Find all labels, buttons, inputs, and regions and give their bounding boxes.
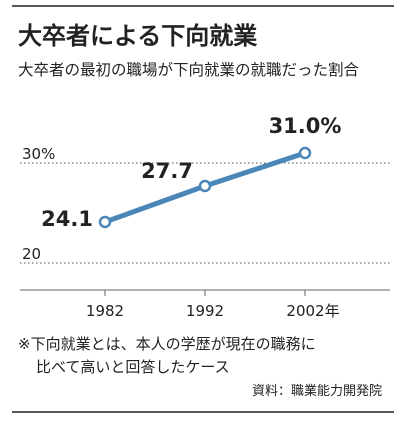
- value-label: 24.1: [41, 207, 93, 231]
- point: [98, 215, 112, 229]
- value-label: 27.7: [141, 159, 193, 183]
- point: [198, 179, 212, 193]
- value-label: 31.0%: [269, 114, 342, 138]
- y-tick-label: 20: [22, 245, 41, 263]
- y-tick-label: 30%: [22, 145, 55, 163]
- source: 資料：職業能力開発院: [252, 383, 382, 399]
- note: ※下向就業とは、本人の学歴が現在の職務に: [18, 335, 316, 353]
- note: 比べて高いと回答したケース: [36, 358, 230, 376]
- x-tick-label: 1982: [86, 302, 124, 320]
- x-tick-label: 1992: [186, 302, 224, 320]
- chart-title: 大卒者による下向就業: [18, 22, 257, 50]
- x-tick-label: 2002年: [286, 302, 339, 320]
- chart-subtitle: 大卒者の最初の職場が下向就業の就職だった割合: [18, 61, 360, 79]
- point: [298, 146, 312, 160]
